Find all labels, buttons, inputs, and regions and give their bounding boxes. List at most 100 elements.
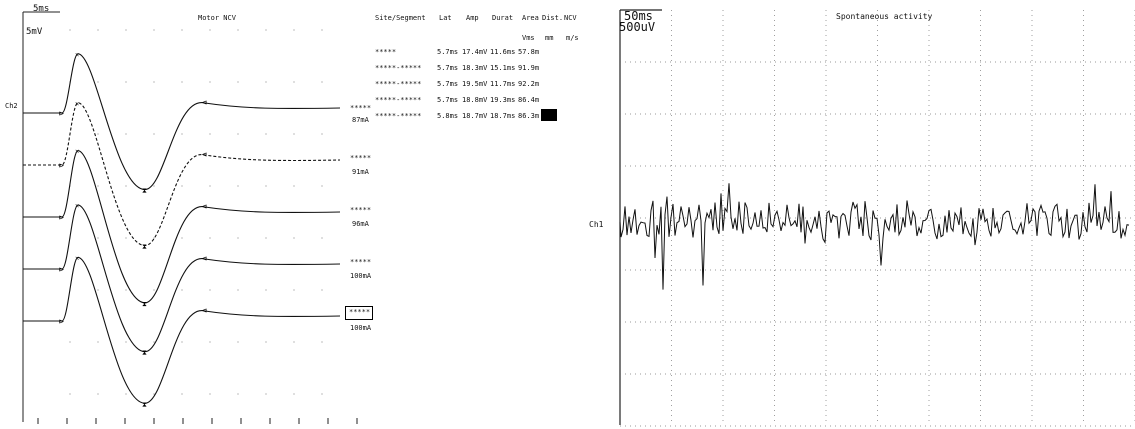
row-area: 86.4m — [518, 96, 540, 104]
row-durat: 15.1ms — [490, 64, 516, 72]
trace-site: ***** — [350, 206, 372, 214]
grid-dot — [181, 81, 183, 83]
trace-label[interactable]: ***** — [345, 306, 373, 320]
grid-dot — [153, 185, 155, 187]
chart-title: Motor NCV — [198, 14, 236, 22]
grid-dot — [321, 289, 323, 291]
waveform-trace-87mA — [23, 53, 341, 191]
row-lat: 5.7ms — [437, 80, 459, 88]
grid-dot — [209, 237, 211, 239]
grid-dot — [125, 237, 127, 239]
header-durat: Durat — [492, 14, 514, 22]
end-marker: ⊲ — [202, 150, 207, 159]
row-site: *****-***** — [375, 96, 422, 104]
grid-dot — [125, 29, 127, 31]
grid-dot — [97, 393, 99, 395]
grid-dot — [293, 237, 295, 239]
grid-dot — [321, 81, 323, 83]
grid-dot — [265, 81, 267, 83]
onset-marker: ⊳ — [59, 265, 64, 274]
grid-dot — [181, 341, 183, 343]
onset-marker: ⊳ — [59, 317, 64, 326]
row-area: 57.8m — [518, 48, 540, 56]
unit-area: Vms — [522, 34, 535, 42]
grid-dot — [181, 29, 183, 31]
grid-dot — [97, 185, 99, 187]
grid-dot — [265, 185, 267, 187]
grid-dot — [97, 341, 99, 343]
grid-dot — [293, 185, 295, 187]
row-durat: 18.7ms — [490, 112, 516, 120]
channel-label: Ch2 — [5, 102, 18, 110]
selected-cell-marker[interactable] — [541, 109, 557, 121]
grid-dot — [97, 29, 99, 31]
grid-dot — [97, 237, 99, 239]
header-lat: Lat — [439, 14, 452, 22]
end-marker: ⊲ — [202, 98, 207, 107]
spontaneous-activity-chart — [619, 9, 1135, 427]
motor-ncv-chart: ⊳ × ⧗ ⊲ ⊳ × ⧗ ⊲ ⊳ × ⧗ ⊲ ⊳ × ⧗ ⊲ ⊳ × ⧗ ⊲ — [22, 11, 358, 424]
grid-dot — [293, 81, 295, 83]
grid-dot — [293, 29, 295, 31]
grid-dot — [97, 81, 99, 83]
row-area: 86.3m — [518, 112, 540, 120]
grid-dot — [237, 393, 239, 395]
grid-dot — [125, 341, 127, 343]
peak-marker: × — [75, 51, 79, 59]
trace-site: ***** — [350, 154, 372, 162]
onset-marker: ⊳ — [59, 161, 64, 170]
row-lat: 5.7ms — [437, 96, 459, 104]
onset-marker: ⊳ — [59, 109, 64, 118]
trace-current: 100mA — [350, 324, 372, 332]
header-site: Site/Segment — [375, 14, 426, 22]
unit-ncv: m/s — [566, 34, 579, 42]
grid-dot — [321, 133, 323, 135]
trough-marker: ⧗ — [142, 243, 147, 251]
grid-dot — [209, 29, 211, 31]
row-durat: 19.3ms — [490, 96, 516, 104]
grid-dot — [125, 133, 127, 135]
unit-dist: mm — [545, 34, 554, 42]
grid-dot — [321, 29, 323, 31]
grid-dot — [237, 341, 239, 343]
trace-site: ***** — [349, 308, 371, 316]
grid-dot — [153, 237, 155, 239]
trace-site: ***** — [350, 258, 372, 266]
header-amp: Amp — [466, 14, 479, 22]
grid-dot — [69, 29, 71, 31]
spontaneous-activity-panel: 50ms 500uV Spontaneous activity Ch1 — [589, 0, 1135, 429]
end-marker: ⊲ — [202, 306, 207, 315]
grid-dot — [153, 341, 155, 343]
waveform-trace-100mA — [23, 204, 341, 353]
grid-dot — [153, 81, 155, 83]
waveform-trace-100mA — [23, 256, 341, 404]
grid-dot — [237, 133, 239, 135]
grid-dot — [125, 393, 127, 395]
trace-current: 87mA — [352, 116, 369, 124]
row-site: *****-***** — [375, 112, 422, 120]
grid-dot — [237, 81, 239, 83]
grid-dot — [209, 133, 211, 135]
grid-dot — [125, 81, 127, 83]
grid-dot — [321, 341, 323, 343]
trace-site: ***** — [350, 104, 372, 112]
row-durat: 11.7ms — [490, 80, 516, 88]
row-amp: 19.5mV — [462, 80, 488, 88]
grid-dot — [293, 341, 295, 343]
grid-dot — [97, 289, 99, 291]
grid-dot — [237, 237, 239, 239]
grid-dot — [321, 393, 323, 395]
row-area: 92.2m — [518, 80, 540, 88]
grid-dot — [181, 237, 183, 239]
end-marker: ⊲ — [202, 254, 207, 263]
row-area: 91.9m — [518, 64, 540, 72]
grid-dot — [209, 341, 211, 343]
row-lat: 5.8ms — [437, 112, 459, 120]
grid-dot — [265, 393, 267, 395]
row-amp: 17.4mV — [462, 48, 488, 56]
grid-dot — [69, 393, 71, 395]
peak-marker: × — [75, 254, 79, 262]
grid-dot — [181, 393, 183, 395]
grid-dot — [153, 393, 155, 395]
peak-marker: × — [75, 148, 79, 156]
